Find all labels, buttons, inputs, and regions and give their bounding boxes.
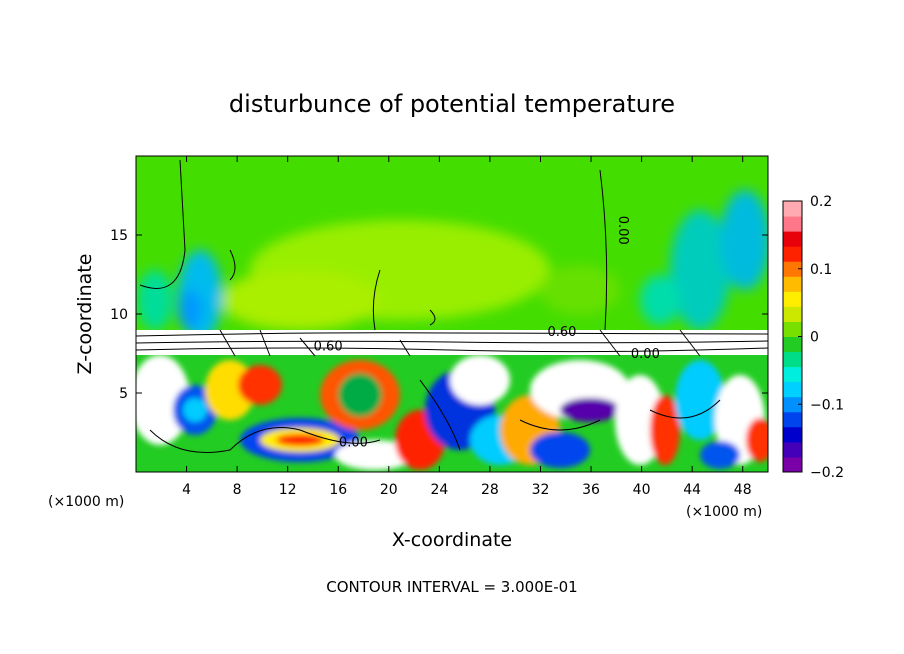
colorbar-segment xyxy=(783,261,802,277)
x-axis: 4 8 12 16 20 24 28 32 36 40 44 48 xyxy=(182,156,752,498)
colorbar-segment xyxy=(783,456,802,473)
contour-labels: 0.00 0.60 0.60 0.00 0.00 xyxy=(314,216,660,451)
x-unit-right: (×1000 m) xyxy=(686,504,762,520)
colorbar-segment xyxy=(783,201,802,217)
colorbar-segment xyxy=(783,246,802,262)
colorbar-segment xyxy=(783,216,802,232)
x-tick-label: 20 xyxy=(380,482,398,498)
colorbar-segment xyxy=(783,381,802,398)
contour-label: 0.60 xyxy=(314,339,343,354)
x-tick-label: 44 xyxy=(683,482,701,498)
x-tick-label: 32 xyxy=(532,482,550,498)
chart-title: disturbunce of potential temperature xyxy=(229,90,675,118)
colorbar-tick-label: 0 xyxy=(810,330,819,346)
colorbar-segment xyxy=(783,441,802,458)
x-tick-label: 4 xyxy=(182,482,191,498)
x-tick-label: 8 xyxy=(233,482,242,498)
colorbar-tick-label: −0.2 xyxy=(810,465,844,481)
colorbar-segment xyxy=(783,306,802,322)
x-tick-label: 40 xyxy=(633,482,651,498)
colorbar-segment xyxy=(783,231,802,247)
contour-label: 0.00 xyxy=(339,436,368,451)
colorbar xyxy=(783,201,802,473)
colorbar-segment xyxy=(783,351,802,368)
colorbar-segment xyxy=(783,276,802,292)
x-tick-label: 16 xyxy=(329,482,347,498)
colorbar-tick-label: 0.1 xyxy=(810,262,832,278)
x-tick-label: 28 xyxy=(481,482,499,498)
contour-label: 0.00 xyxy=(631,347,660,362)
heatmap-field xyxy=(136,156,768,472)
colorbar-segment xyxy=(783,366,802,383)
colorbar-ticks: 0.2 0.1 0 −0.1 −0.2 xyxy=(798,194,844,481)
colorbar-segment xyxy=(783,321,802,337)
contour-label: 0.00 xyxy=(615,216,630,245)
colorbar-segment xyxy=(783,336,802,353)
y-tick-label: 10 xyxy=(110,307,128,323)
y-axis: 5 10 15 xyxy=(110,228,768,402)
x-unit-left: (×1000 m) xyxy=(48,494,124,510)
x-tick-label: 24 xyxy=(430,482,448,498)
colorbar-tick-label: 0.2 xyxy=(810,194,832,210)
y-axis-label: Z-coordinate xyxy=(74,254,96,375)
contour-label: 0.60 xyxy=(547,325,576,340)
colorbar-tick-label: −0.1 xyxy=(810,397,844,413)
y-tick-label: 15 xyxy=(110,228,128,244)
x-tick-label: 48 xyxy=(734,482,752,498)
y-tick-label: 5 xyxy=(119,386,128,402)
contour-interval-footer: CONTOUR INTERVAL = 3.000E-01 xyxy=(326,578,577,596)
x-axis-label: X-coordinate xyxy=(392,529,512,551)
colorbar-segment xyxy=(783,411,802,428)
colorbar-segment xyxy=(783,291,802,307)
x-tick-label: 36 xyxy=(582,482,600,498)
colorbar-segment xyxy=(783,396,802,413)
colorbar-segment xyxy=(783,426,802,443)
x-tick-label: 12 xyxy=(279,482,297,498)
